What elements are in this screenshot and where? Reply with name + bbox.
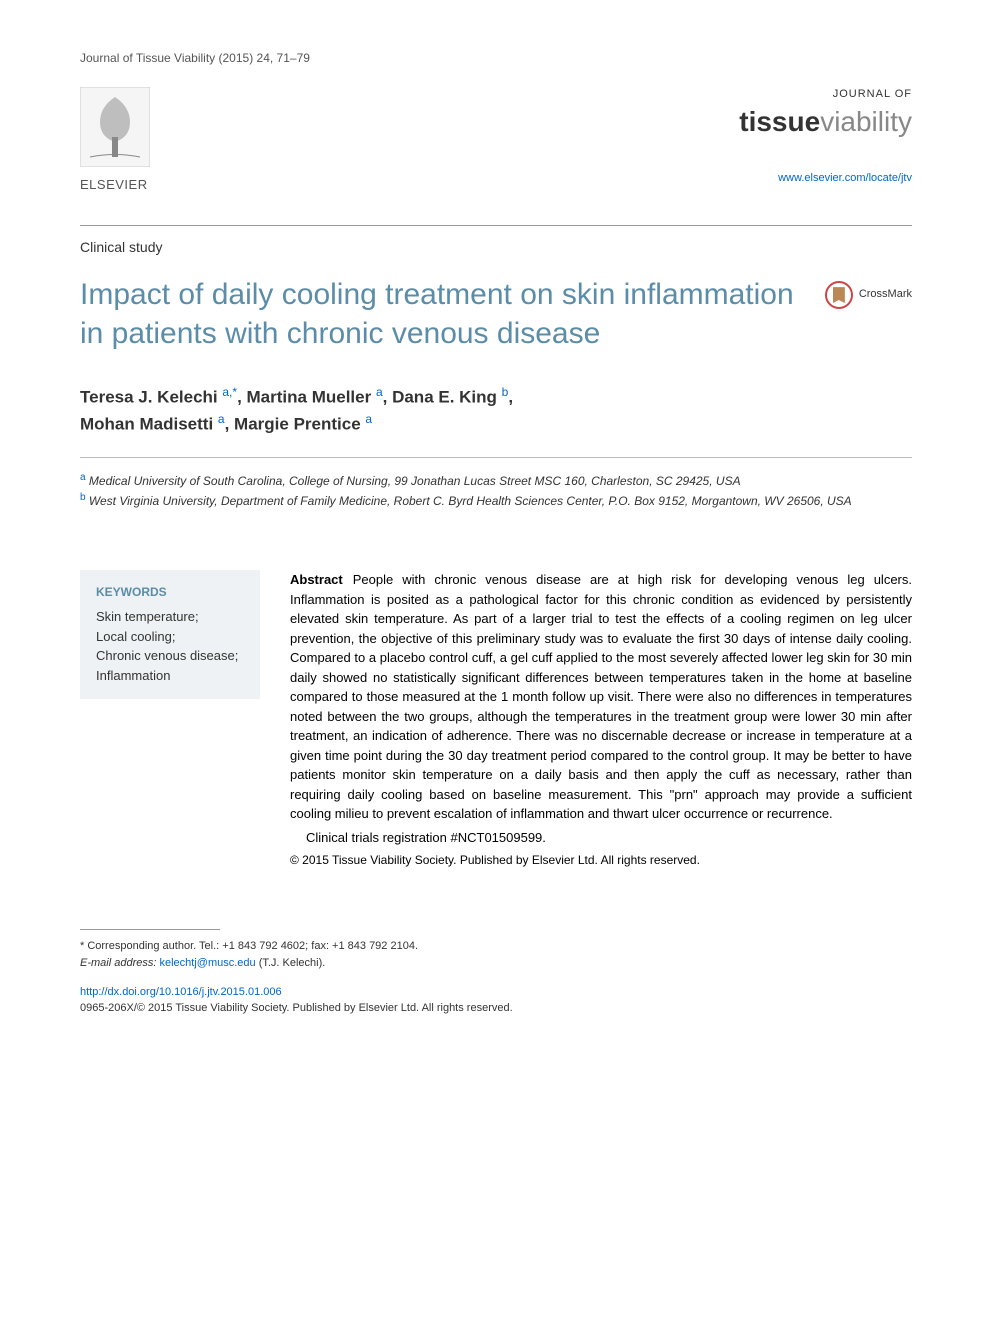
crossmark-label: CrossMark [859,287,912,302]
author-affil-sup: a [376,385,383,399]
authors: Teresa J. Kelechi a,*, Martina Mueller a… [80,383,912,437]
journal-small-line: JOURNAL OF [739,87,912,102]
abstract-body: People with chronic venous disease are a… [290,572,912,821]
keywords-list: Skin temperature; Local cooling; Chronic… [96,607,244,685]
affiliation-a: a Medical University of South Carolina, … [80,470,912,490]
abstract-copyright: © 2015 Tissue Viability Society. Publish… [290,851,912,869]
author-name: Teresa J. Kelechi [80,388,222,407]
keywords-box: KEYWORDS Skin temperature; Local cooling… [80,570,260,699]
email-link[interactable]: kelechtj@musc.edu [159,957,255,969]
email-label: E-mail address: [80,957,159,969]
divider [80,457,912,458]
journal-url[interactable]: www.elsevier.com/locate/jtv [739,171,912,186]
corresponding-author-footnote: * Corresponding author. Tel.: +1 843 792… [80,938,912,971]
email-line: E-mail address: kelechtj@musc.edu (T.J. … [80,955,912,972]
doi-link[interactable]: http://dx.doi.org/10.1016/j.jtv.2015.01.… [80,985,912,1000]
author-affil-sup: a, [222,385,232,399]
author-sep: , [237,388,246,407]
publisher-name: ELSEVIER [80,176,160,194]
issn-copyright: 0965-206X/© 2015 Tissue Viability Societ… [80,1001,912,1016]
elsevier-tree-icon [80,87,150,167]
affiliations: a Medical University of South Carolina, … [80,470,912,510]
affil-text: West Virginia University, Department of … [86,494,852,508]
author-affil-sup: a [218,412,225,426]
author-sep: , [508,388,513,407]
author-name: Margie Prentice [234,415,365,434]
crossmark-badge[interactable]: CrossMark [825,281,912,309]
author-affil-sup: a [365,412,372,426]
abstract-body-wrap: AbstractPeople with chronic venous disea… [290,570,912,824]
email-suffix: (T.J. Kelechi). [256,957,326,969]
footnote-divider [80,929,220,930]
author-sep: , [225,415,234,434]
divider [80,225,912,226]
journal-reference: Journal of Tissue Viability (2015) 24, 7… [80,50,912,67]
keywords-heading: KEYWORDS [96,584,244,601]
article-title: Impact of daily cooling treatment on ski… [80,275,825,353]
abstract-label: Abstract [290,572,343,587]
journal-logo: JOURNAL OF tissueviability www.elsevier.… [739,87,912,187]
crossmark-icon [825,281,853,309]
author-name: Dana E. King [392,388,502,407]
content-row: KEYWORDS Skin temperature; Local cooling… [80,570,912,869]
header-row: ELSEVIER JOURNAL OF tissueviability www.… [80,87,912,195]
author-sep: , [383,388,392,407]
title-row: Impact of daily cooling treatment on ski… [80,275,912,353]
author-name: Martina Mueller [247,388,376,407]
journal-name: tissueviability [739,102,912,141]
affil-text: Medical University of South Carolina, Co… [86,474,741,488]
corr-author-line: * Corresponding author. Tel.: +1 843 792… [80,938,912,955]
author-name: Mohan Madisetti [80,415,218,434]
clinical-registration: Clinical trials registration #NCT0150959… [290,828,912,848]
article-type: Clinical study [80,238,912,258]
journal-name-bold: tissue [739,106,820,137]
journal-name-light: viability [820,106,912,137]
publisher-logo: ELSEVIER [80,87,160,195]
affiliation-b: b West Virginia University, Department o… [80,490,912,510]
abstract: AbstractPeople with chronic venous disea… [290,570,912,869]
